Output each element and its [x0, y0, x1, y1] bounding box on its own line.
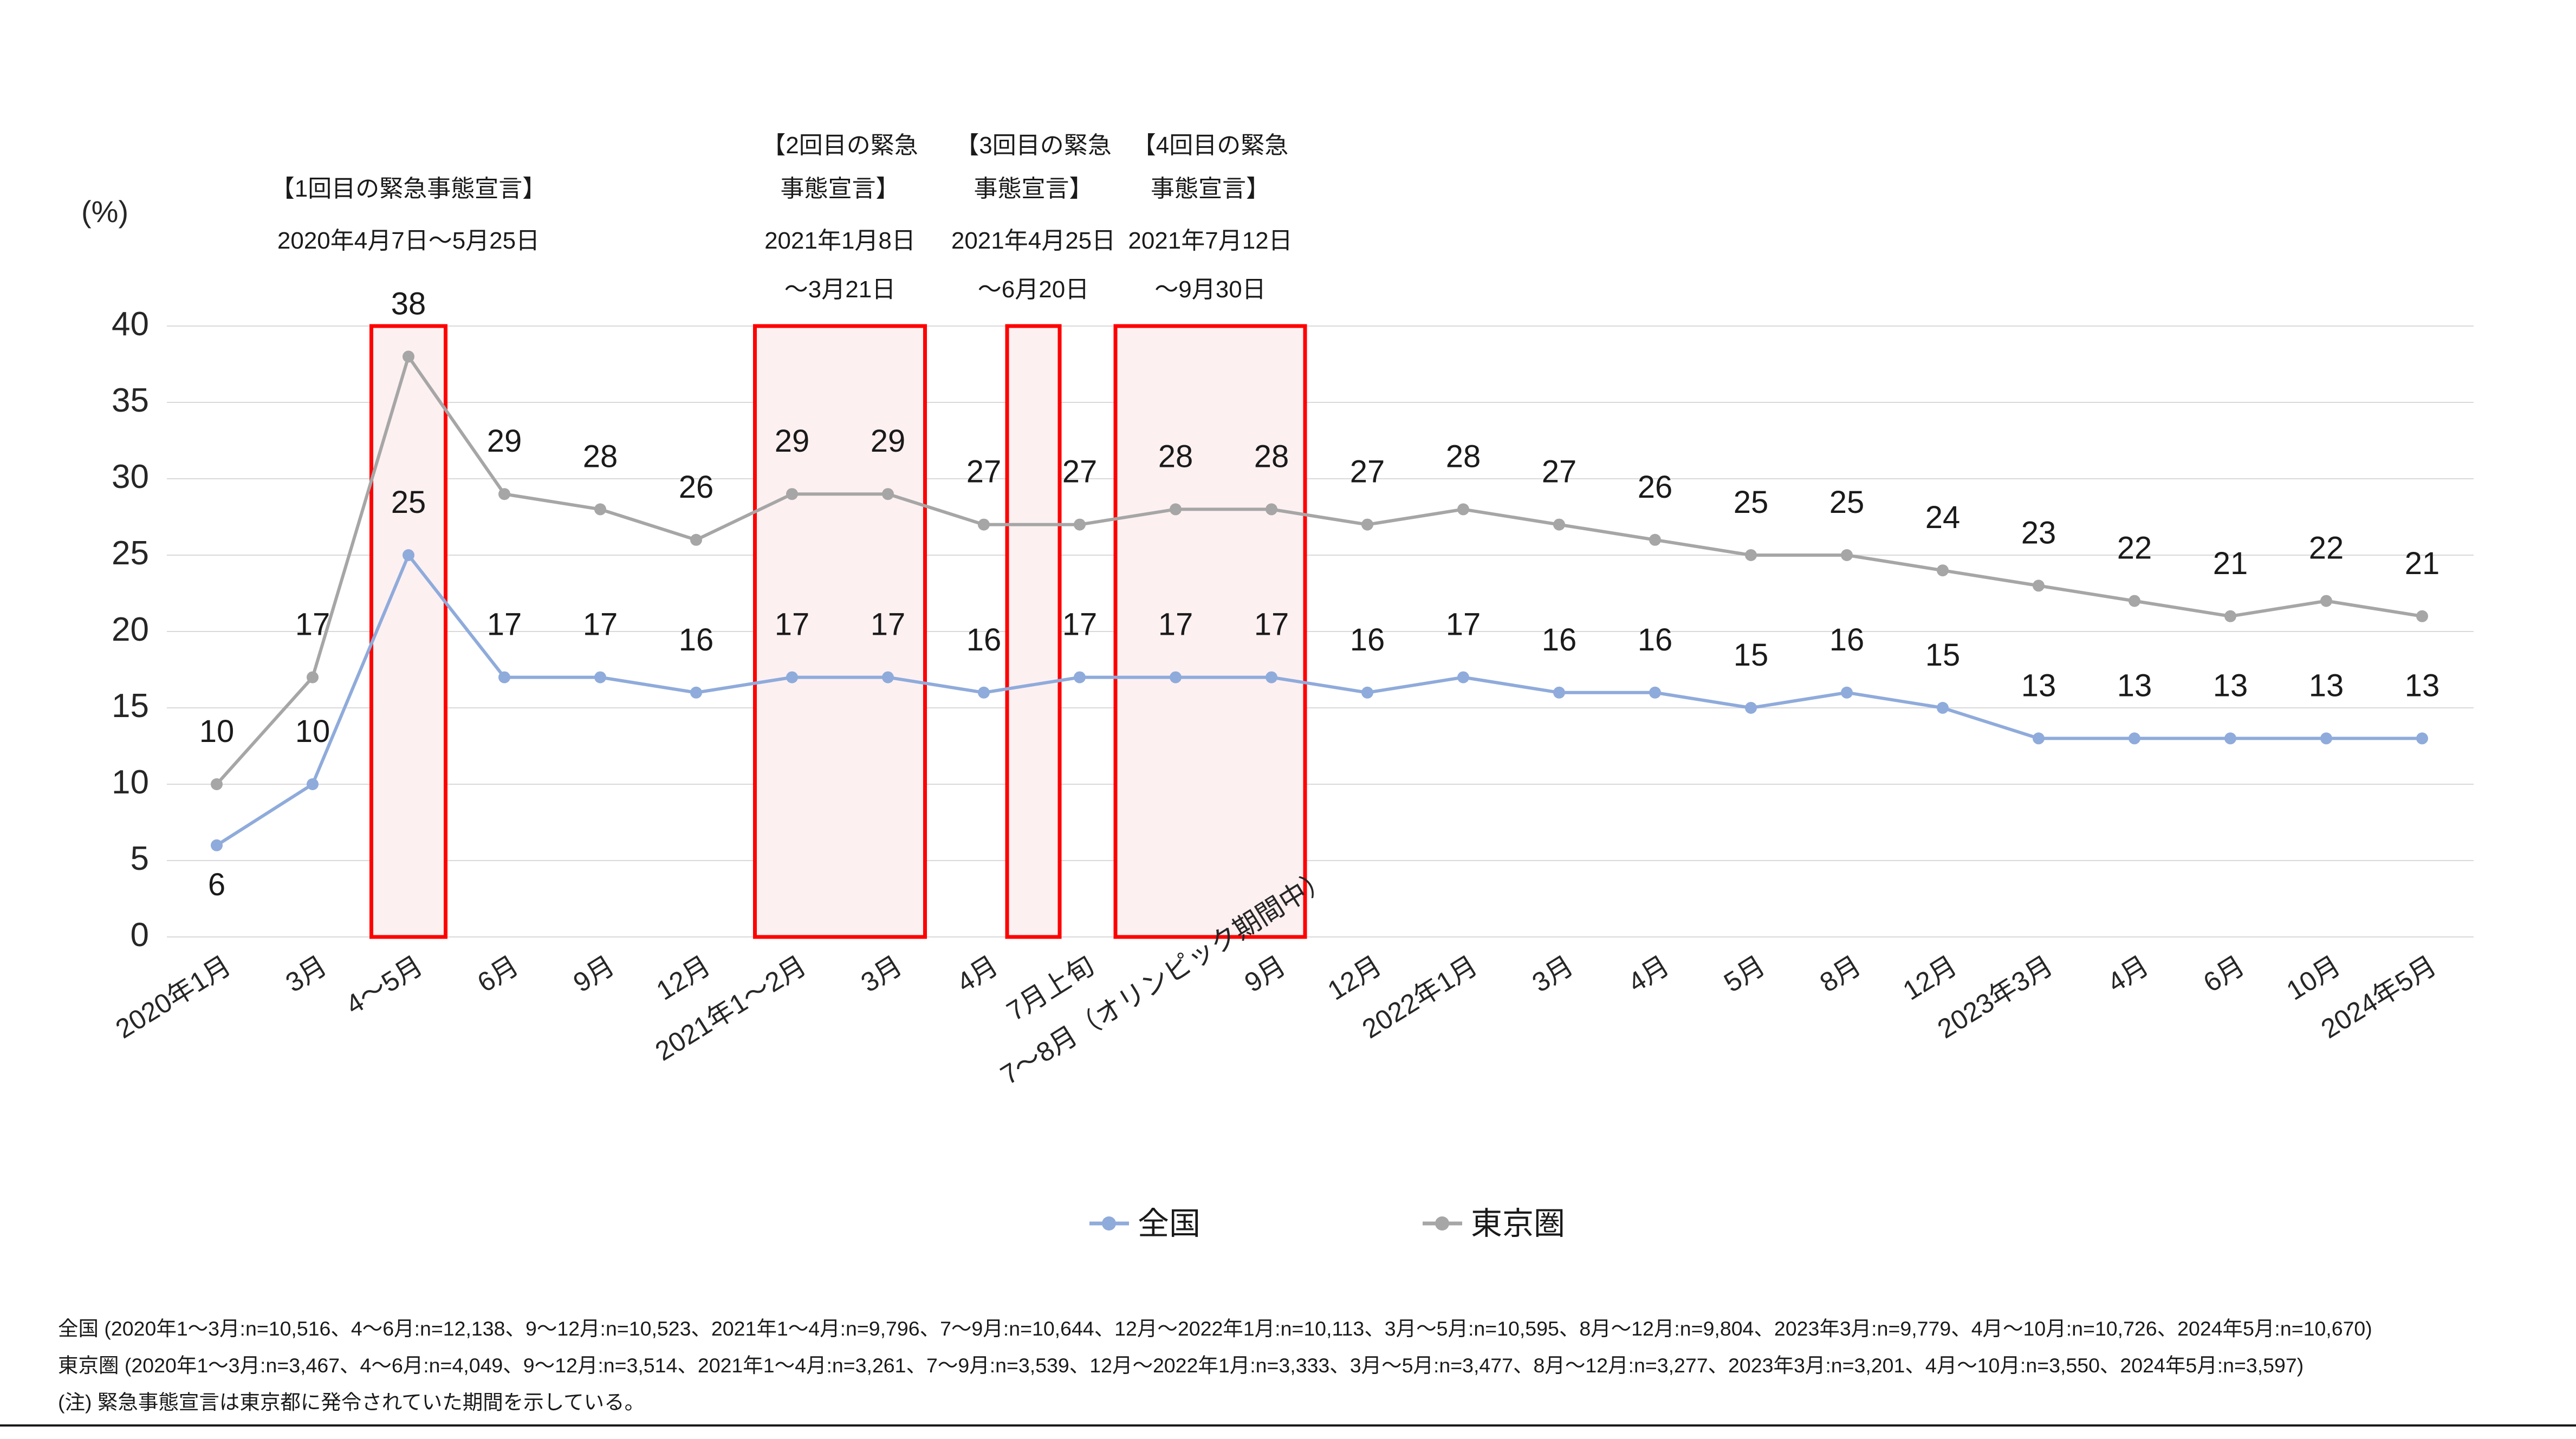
- svg-text:13: 13: [2021, 668, 2056, 703]
- svg-text:29: 29: [487, 424, 522, 459]
- svg-text:10: 10: [199, 714, 235, 749]
- svg-text:東京圏: 東京圏: [1471, 1206, 1565, 1241]
- svg-text:20: 20: [112, 611, 149, 648]
- svg-text:27: 27: [1350, 454, 1385, 490]
- svg-text:22: 22: [2309, 531, 2344, 566]
- svg-text:28: 28: [1446, 439, 1481, 474]
- svg-text:15: 15: [1925, 637, 1961, 673]
- svg-text:25: 25: [391, 485, 426, 520]
- svg-text:26: 26: [679, 470, 714, 505]
- svg-text:15: 15: [1734, 637, 1769, 673]
- svg-text:16: 16: [1829, 622, 1865, 657]
- svg-text:17: 17: [1446, 607, 1481, 642]
- svg-text:5: 5: [131, 840, 149, 877]
- svg-text:26: 26: [1638, 470, 1673, 505]
- svg-text:17: 17: [1062, 607, 1098, 642]
- svg-text:35: 35: [112, 382, 149, 419]
- svg-text:30: 30: [112, 458, 149, 496]
- svg-text:(%): (%): [81, 194, 128, 229]
- svg-text:13: 13: [2213, 668, 2248, 703]
- svg-text:21: 21: [2213, 546, 2248, 581]
- svg-text:16: 16: [679, 622, 714, 657]
- svg-text:15: 15: [112, 687, 149, 725]
- svg-text:27: 27: [1542, 454, 1577, 490]
- svg-text:13: 13: [2309, 668, 2344, 703]
- svg-text:17: 17: [295, 607, 330, 642]
- svg-text:17: 17: [775, 607, 810, 642]
- svg-text:16: 16: [966, 622, 1002, 657]
- svg-text:17: 17: [487, 607, 522, 642]
- svg-text:17: 17: [583, 607, 618, 642]
- svg-text:16: 16: [1542, 622, 1577, 657]
- svg-text:10: 10: [295, 714, 330, 749]
- svg-text:27: 27: [966, 454, 1002, 490]
- svg-text:25: 25: [1734, 485, 1769, 520]
- svg-text:17: 17: [1158, 607, 1193, 642]
- svg-text:13: 13: [2117, 668, 2152, 703]
- svg-text:28: 28: [583, 439, 618, 474]
- svg-text:22: 22: [2117, 531, 2152, 566]
- svg-text:29: 29: [871, 424, 906, 459]
- svg-text:6: 6: [208, 867, 225, 902]
- svg-text:0: 0: [131, 916, 149, 954]
- svg-text:17: 17: [871, 607, 906, 642]
- svg-text:25: 25: [112, 535, 149, 572]
- svg-text:17: 17: [1254, 607, 1289, 642]
- svg-text:28: 28: [1158, 439, 1193, 474]
- svg-text:28: 28: [1254, 439, 1289, 474]
- svg-text:13: 13: [2405, 668, 2440, 703]
- svg-text:25: 25: [1829, 485, 1865, 520]
- svg-text:23: 23: [2021, 515, 2056, 550]
- svg-text:40: 40: [112, 305, 149, 343]
- svg-text:27: 27: [1062, 454, 1098, 490]
- svg-text:10: 10: [112, 764, 149, 801]
- svg-text:全国: 全国: [1138, 1206, 1201, 1241]
- svg-text:16: 16: [1638, 622, 1673, 657]
- svg-text:24: 24: [1925, 500, 1961, 535]
- svg-text:38: 38: [391, 286, 426, 321]
- svg-text:16: 16: [1350, 622, 1385, 657]
- svg-text:29: 29: [775, 424, 810, 459]
- svg-text:21: 21: [2405, 546, 2440, 581]
